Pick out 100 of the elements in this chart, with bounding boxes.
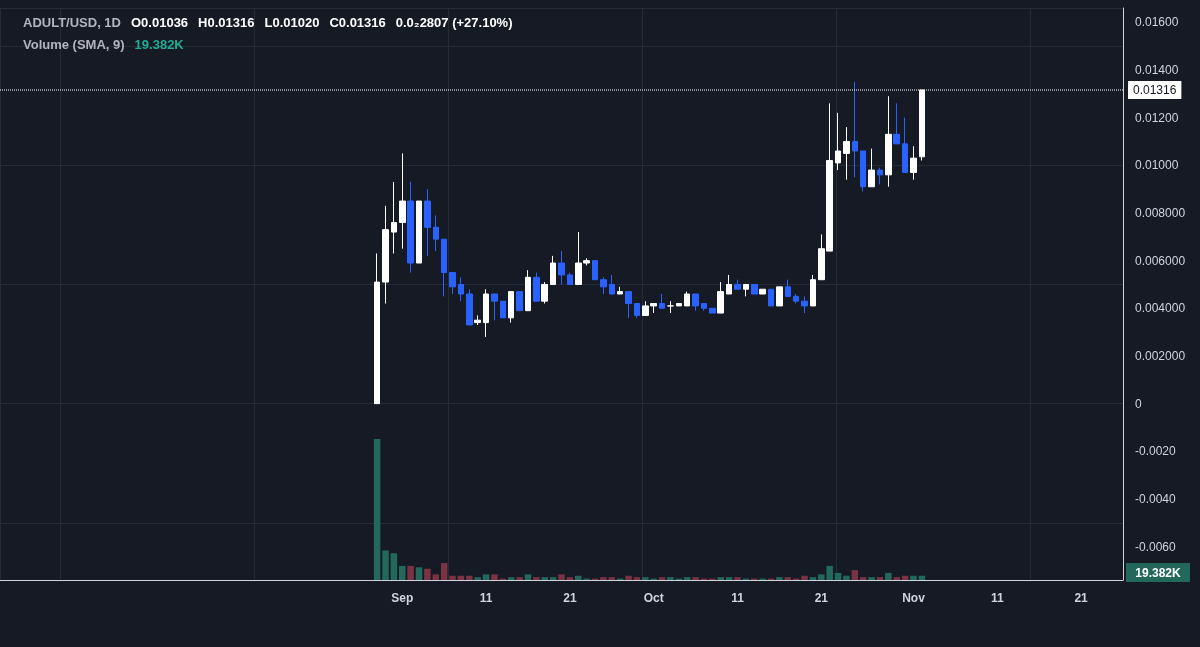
candlestick (541, 281, 548, 305)
candlestick (625, 291, 632, 319)
bar (893, 577, 900, 580)
bar (415, 567, 423, 580)
candlestick (852, 81, 858, 178)
candlestick (491, 293, 498, 321)
bar (633, 577, 641, 580)
candlestick (600, 276, 607, 295)
candlestick (734, 279, 741, 290)
candlestick (466, 288, 473, 326)
y-tick-label: 0.01400 (1135, 62, 1179, 77)
y-tick-label: 0.01600 (1135, 15, 1179, 30)
y-tick-label: 0.002000 (1135, 348, 1186, 363)
bar (424, 568, 431, 580)
x-tick-label: 21 (1074, 591, 1089, 605)
bar (725, 577, 733, 580)
bar (667, 577, 674, 580)
bar (373, 439, 381, 580)
candlestick (424, 188, 431, 257)
candlestick (717, 281, 724, 314)
annotation: C0.01316 (329, 14, 386, 30)
bar (507, 577, 515, 580)
candlestick (743, 283, 749, 297)
candlestick (793, 293, 799, 305)
candlestick (676, 303, 682, 307)
y-tick-label: 0.006000 (1135, 253, 1186, 268)
ref-line-label: 0.01316 (1133, 82, 1177, 97)
bar (859, 577, 867, 580)
x-tick-label: Nov (902, 591, 926, 605)
bar (784, 577, 792, 580)
candlestick (441, 238, 447, 297)
candlestick (458, 276, 464, 302)
bar (449, 575, 456, 580)
candlestick (684, 291, 690, 307)
y-tick-label: 0 (1135, 396, 1142, 411)
bar (910, 575, 917, 580)
annotation: O0.01036 (130, 14, 189, 30)
annotation: L0.01020 (264, 14, 320, 30)
candlestick (776, 286, 783, 307)
candlestick (759, 288, 766, 295)
bar (566, 577, 574, 580)
candlestick (483, 288, 489, 338)
bar (868, 577, 875, 580)
candlestick (433, 214, 439, 252)
chart-subtitle: Volume (SMA, 9) (23, 36, 125, 52)
candlestick (592, 260, 598, 281)
candlestick (508, 291, 514, 324)
bar (382, 550, 389, 580)
x-tick-label: 21 (814, 591, 829, 605)
bar (625, 575, 632, 580)
candlestick (709, 307, 716, 314)
annotation: H0.01316 (198, 14, 255, 30)
bar (600, 577, 607, 580)
bar (876, 577, 884, 580)
y-tick-label: -0.0020 (1135, 444, 1177, 459)
x-tick-label: Sep (391, 591, 414, 605)
candlestick (868, 148, 875, 188)
x-tick-label: 11 (479, 591, 493, 605)
candlestick (885, 95, 892, 188)
candlestick (516, 291, 523, 312)
candlestick (768, 288, 774, 307)
candlestick (550, 255, 556, 285)
candlestick (910, 145, 917, 181)
candlestick (382, 205, 389, 305)
bar (491, 574, 498, 580)
candlestick (843, 126, 850, 181)
x-tick-label: 21 (563, 591, 577, 605)
bar (474, 577, 481, 580)
candlestick (877, 167, 883, 185)
candlestick (474, 314, 481, 326)
candlestick (860, 150, 866, 193)
bar (834, 572, 842, 580)
bar (558, 574, 565, 580)
candlestick (525, 269, 531, 312)
y-tick-label: 0.008000 (1135, 205, 1186, 220)
candlestick (751, 283, 758, 295)
y-tick-label: -0.0040 (1135, 491, 1177, 506)
bar (608, 577, 616, 580)
bar (885, 572, 892, 580)
x-tick-label: 11 (990, 591, 1004, 605)
text: ADULT/USD, 1D (23, 14, 121, 30)
bar (482, 574, 490, 580)
candlestick (558, 250, 565, 285)
y-tick-label: 0.01000 (1135, 158, 1179, 173)
candlestick (500, 300, 506, 319)
bar (683, 577, 691, 580)
bar (524, 574, 532, 580)
y-tick-label: 0.01200 (1135, 110, 1179, 125)
bar (809, 577, 817, 580)
candlestick (609, 274, 615, 295)
bar (466, 575, 473, 580)
candlestick (399, 152, 406, 250)
x-tick-label: 11 (731, 591, 745, 605)
candlestick (634, 303, 640, 319)
candlestick (391, 181, 397, 254)
candlestick (659, 293, 665, 309)
x-tick-label: Oct (643, 591, 664, 605)
bar (541, 577, 548, 580)
candlestick (374, 252, 380, 405)
y-tick-label: 0.004000 (1135, 301, 1186, 316)
